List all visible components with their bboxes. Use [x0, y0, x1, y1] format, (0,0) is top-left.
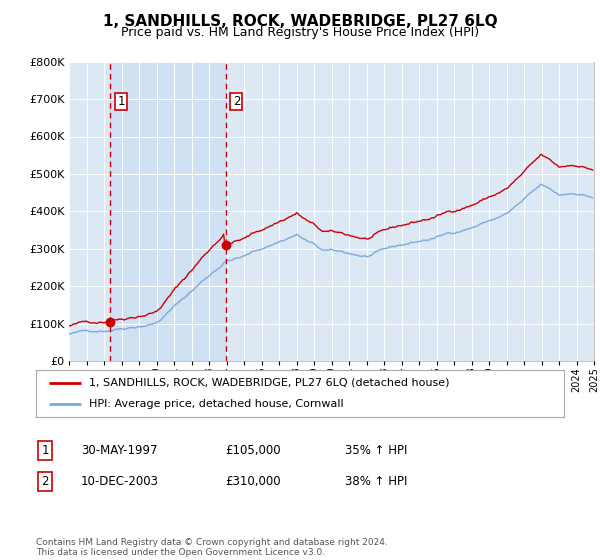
Point: [106, 318, 115, 326]
Text: 1: 1: [41, 444, 49, 458]
Text: £310,000: £310,000: [225, 475, 281, 488]
Text: 1, SANDHILLS, ROCK, WADEBRIDGE, PL27 6LQ: 1, SANDHILLS, ROCK, WADEBRIDGE, PL27 6LQ: [103, 14, 497, 29]
Text: 10-DEC-2003: 10-DEC-2003: [81, 475, 159, 488]
Text: 2: 2: [41, 475, 49, 488]
Text: Contains HM Land Registry data © Crown copyright and database right 2024.
This d: Contains HM Land Registry data © Crown c…: [36, 538, 388, 557]
Text: £105,000: £105,000: [225, 444, 281, 458]
Text: 1: 1: [118, 95, 125, 108]
Text: 35% ↑ HPI: 35% ↑ HPI: [345, 444, 407, 458]
Text: 2: 2: [233, 95, 240, 108]
Bar: [110, 62, 226, 361]
Point: [221, 241, 230, 250]
Text: 1, SANDHILLS, ROCK, WADEBRIDGE, PL27 6LQ (detached house): 1, SANDHILLS, ROCK, WADEBRIDGE, PL27 6LQ…: [89, 378, 449, 388]
Text: HPI: Average price, detached house, Cornwall: HPI: Average price, detached house, Corn…: [89, 399, 343, 409]
Text: 30-MAY-1997: 30-MAY-1997: [81, 444, 157, 458]
Text: Price paid vs. HM Land Registry's House Price Index (HPI): Price paid vs. HM Land Registry's House …: [121, 26, 479, 39]
Text: 38% ↑ HPI: 38% ↑ HPI: [345, 475, 407, 488]
